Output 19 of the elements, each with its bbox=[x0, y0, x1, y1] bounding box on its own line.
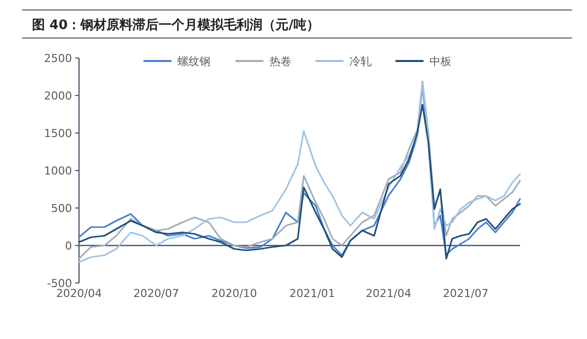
y-tick-label: 1000 bbox=[44, 164, 72, 178]
legend-label: 冷轧 bbox=[350, 55, 372, 68]
x-tick-label: 2021/07 bbox=[442, 287, 489, 300]
y-tick-label: 0 bbox=[65, 240, 72, 252]
legend-label: 螺纹钢 bbox=[178, 55, 210, 68]
x-tick-label: 2020/10 bbox=[211, 287, 258, 300]
x-tick-label: 2020/07 bbox=[133, 287, 180, 300]
chart-title: 图 40：钢材原料滞后一个月模拟毛利润（元/吨） bbox=[32, 17, 320, 33]
y-tick-label: 500 bbox=[51, 202, 72, 215]
title: 图 40：钢材原料滞后一个月模拟毛利润（元/吨） bbox=[22, 10, 572, 38]
x-tick-label: 2020/04 bbox=[56, 287, 102, 300]
y-tick-label: -500 bbox=[47, 277, 72, 290]
y-tick-label: 2000 bbox=[44, 90, 72, 102]
y-tick-label: 1500 bbox=[44, 127, 72, 140]
legend-label: 中板 bbox=[430, 55, 452, 68]
legend-label: 热卷 bbox=[270, 55, 292, 68]
y-tick-label: 2500 bbox=[44, 52, 72, 65]
x-tick-label: 2021/01 bbox=[289, 287, 336, 300]
x-tick-label: 2021/04 bbox=[366, 287, 412, 300]
